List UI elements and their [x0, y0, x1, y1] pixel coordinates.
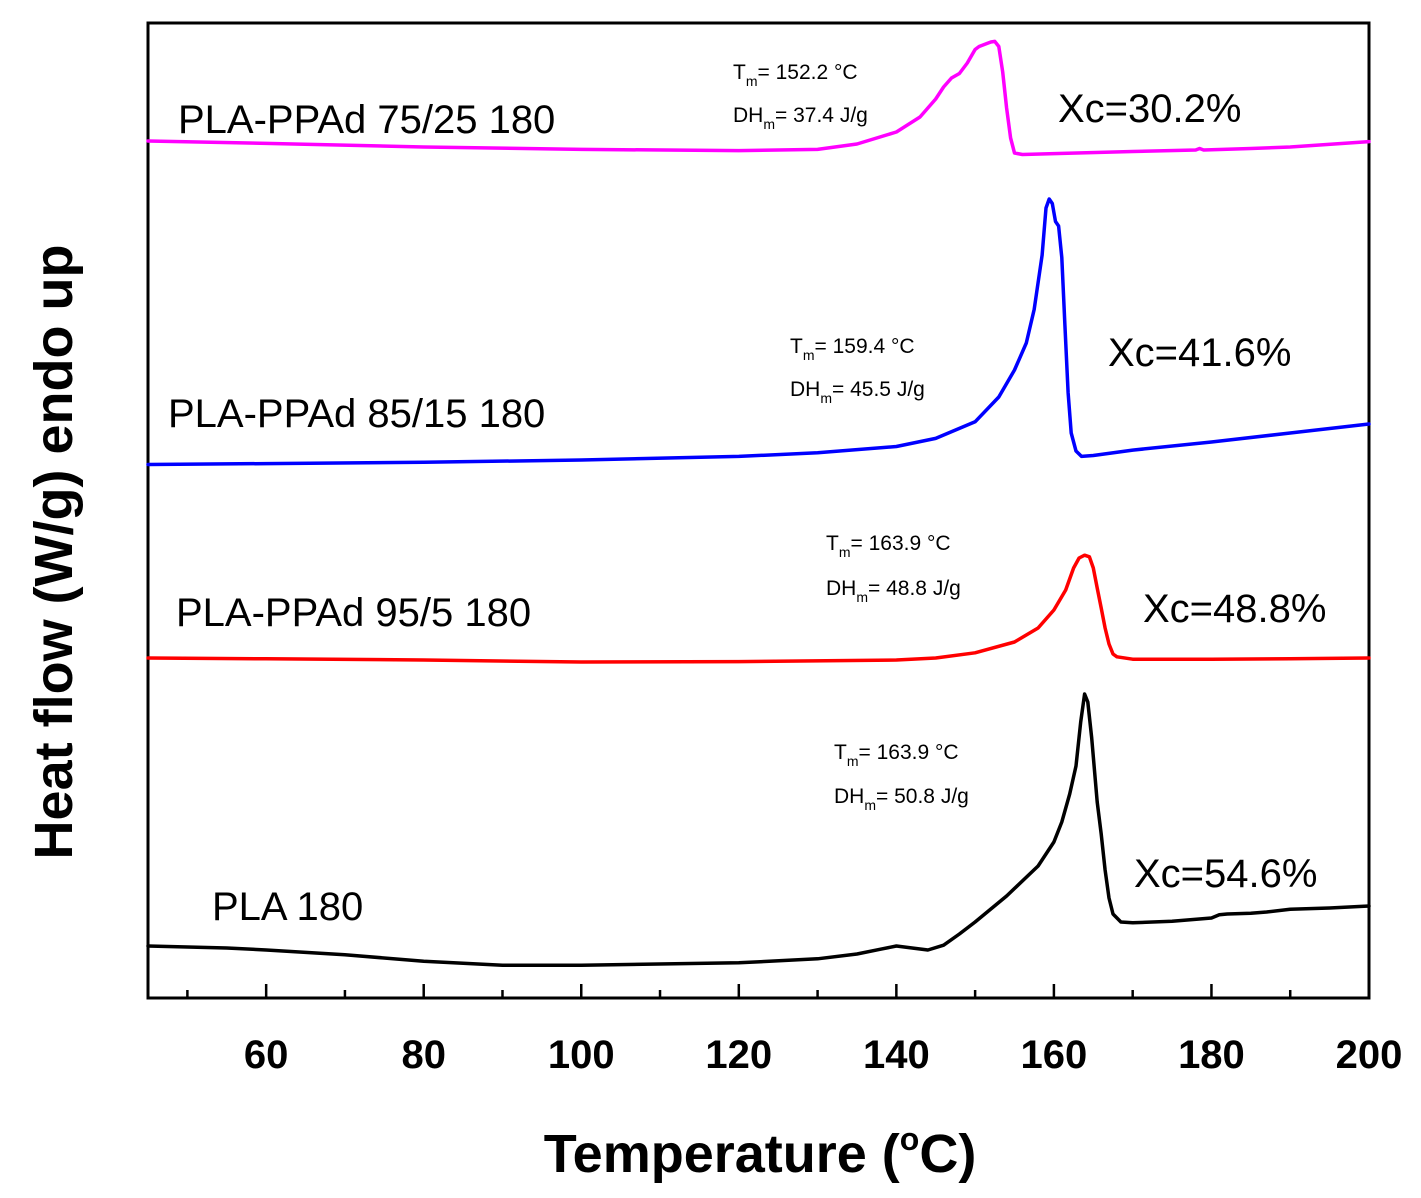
x-axis-title: Temperature (oC): [544, 1121, 977, 1184]
x-tick-label: 160: [1021, 1033, 1088, 1077]
series-name-label: PLA 180: [212, 885, 363, 929]
crystallinity-label: Xc=54.6%: [1134, 852, 1317, 896]
series-curves: [146, 39, 1371, 967]
series-line: [146, 692, 1371, 967]
melting-temp-annotation: Tm= 152.2 °C: [733, 61, 858, 89]
plot-frame: [146, 21, 1371, 1000]
x-tick-label: 200: [1336, 1033, 1403, 1077]
x-tick-label: 120: [705, 1033, 772, 1077]
melting-temp-annotation: Tm= 163.9 °C: [834, 741, 959, 769]
series-name-label: PLA-PPAd 85/15 180: [168, 392, 545, 436]
series-labels: PLA-PPAd 75/25 180 Xc=30.2% Tm= 152.2 °C DH…: [168, 61, 1326, 929]
x-tick-label: 60: [244, 1033, 289, 1077]
series-name-label: PLA-PPAd 75/25 180: [178, 98, 555, 142]
x-tick-label: 80: [401, 1033, 446, 1077]
x-tick-label: 100: [548, 1033, 615, 1077]
series-line: [146, 39, 1371, 157]
melting-enthalpy-annotation: DHm= 37.4 J/g: [733, 104, 868, 132]
crystallinity-label: Xc=48.8%: [1143, 587, 1326, 631]
crystallinity-label: Xc=30.2%: [1058, 87, 1241, 131]
crystallinity-label: Xc=41.6%: [1108, 331, 1291, 375]
melting-temp-annotation: Tm= 163.9 °C: [826, 532, 951, 560]
x-axis-title-unit: C): [919, 1124, 976, 1184]
melting-temp-annotation: Tm= 159.4 °C: [790, 335, 915, 363]
series-line: [146, 197, 1371, 467]
melting-enthalpy-annotation: DHm= 50.8 J/g: [834, 785, 969, 813]
x-tick-label: 180: [1178, 1033, 1245, 1077]
series-line: [146, 553, 1371, 664]
y-axis-title: Heat flow (W/g) endo up: [24, 245, 84, 860]
x-axis-title-main: Temperature (: [544, 1124, 900, 1184]
x-tick-label: 140: [863, 1033, 930, 1077]
series-name-label: PLA-PPAd 95/5 180: [176, 591, 531, 635]
x-axis-ticks: 60 80 100 120 140 160 180 200: [186, 984, 1403, 1077]
melting-enthalpy-annotation: DHm= 45.5 J/g: [790, 378, 925, 406]
melting-enthalpy-annotation: DHm= 48.8 J/g: [826, 577, 961, 605]
x-axis-title-degree: o: [900, 1121, 920, 1157]
